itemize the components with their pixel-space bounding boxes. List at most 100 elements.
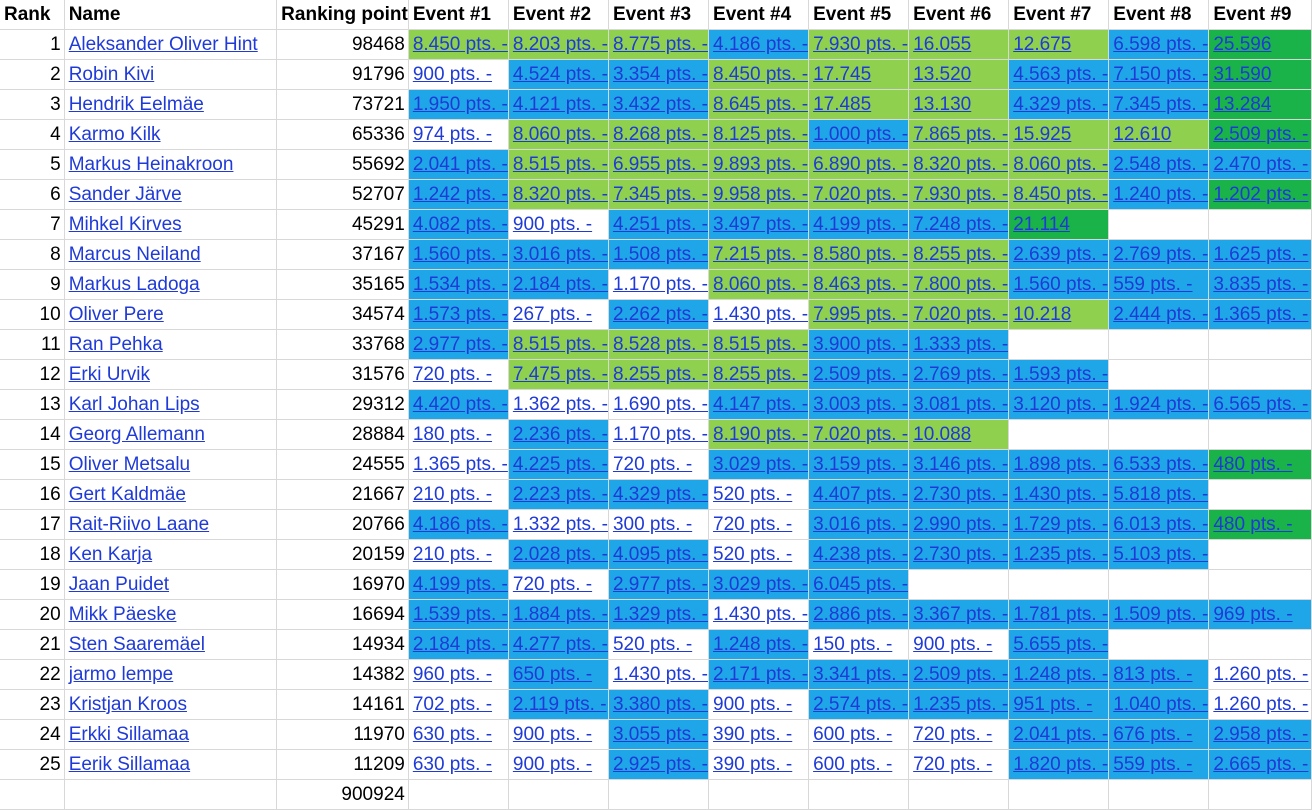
ranking-points-cell[interactable]: 31576	[276, 359, 409, 390]
event-score-link[interactable]: 8.515 pts. -	[512, 334, 608, 355]
event-score-link[interactable]: 12.610	[1113, 124, 1172, 145]
event-3-cell[interactable]: 8.528 pts. -	[608, 329, 710, 360]
event-6-cell[interactable]: 7.865 pts. -	[908, 119, 1010, 150]
event-score-link[interactable]: 2.509 pts. -	[813, 364, 909, 385]
event-1-cell[interactable]: 1.242 pts. -	[408, 179, 509, 210]
rank-cell[interactable]: 22	[0, 659, 65, 690]
ranking-points-cell[interactable]: 55692	[276, 149, 409, 180]
event-score-link[interactable]: 1.235 pts. -	[913, 694, 1009, 715]
total-name-cell[interactable]	[64, 779, 278, 810]
event-1-cell[interactable]: 974 pts. -	[408, 119, 509, 150]
event-score-link[interactable]: 4.147 pts. -	[713, 394, 809, 415]
rank-cell[interactable]: 11	[0, 329, 65, 360]
event-score-link[interactable]: 7.800 pts. -	[913, 274, 1009, 295]
rank-cell[interactable]: 7	[0, 209, 65, 240]
event-1-cell[interactable]: 630 pts. -	[408, 719, 509, 750]
event-8-cell[interactable]	[1108, 569, 1210, 600]
event-score-link[interactable]: 8.528 pts. -	[612, 334, 709, 355]
event-score-link[interactable]: 2.028 pts. -	[512, 544, 608, 565]
event-score-link[interactable]: 7.020 pts. -	[813, 424, 909, 445]
rank-cell[interactable]: 21	[0, 629, 65, 660]
event-score-link[interactable]: 813 pts. -	[1113, 664, 1193, 685]
header-event-1[interactable]: Event #1	[408, 0, 509, 30]
event-1-cell[interactable]: 8.450 pts. -	[408, 29, 509, 60]
rank-cell[interactable]: 23	[0, 689, 65, 720]
event-7-cell[interactable]: 8.450 pts. -	[1008, 179, 1110, 210]
event-score-link[interactable]: 1.625 pts. -	[1213, 244, 1309, 265]
player-name-link[interactable]: Aleksander Oliver Hint	[68, 34, 258, 55]
event-7-cell[interactable]: 1.820 pts. -	[1008, 749, 1110, 780]
event-2-cell[interactable]: 8.203 pts. -	[508, 29, 609, 60]
event-score-link[interactable]: 4.186 pts. -	[713, 34, 809, 55]
event-score-link[interactable]: 6.955 pts. -	[612, 154, 709, 175]
event-6-cell[interactable]: 900 pts. -	[908, 629, 1010, 660]
event-7-cell[interactable]: 21.114	[1008, 209, 1110, 240]
event-9-cell[interactable]	[1208, 629, 1312, 660]
event-score-link[interactable]: 150 pts. -	[813, 634, 893, 655]
event-score-link[interactable]: 3.120 pts. -	[1013, 394, 1109, 415]
empty-cell[interactable]	[808, 779, 910, 810]
event-score-link[interactable]: 600 pts. -	[813, 754, 893, 775]
name-cell[interactable]: Erki Urvik	[64, 359, 278, 390]
event-2-cell[interactable]: 1.332 pts. -	[508, 509, 609, 540]
event-4-cell[interactable]: 390 pts. -	[708, 719, 810, 750]
event-9-cell[interactable]: 480 pts. -	[1208, 449, 1312, 480]
event-score-link[interactable]: 2.958 pts. -	[1213, 724, 1309, 745]
event-score-link[interactable]: 8.450 pts. -	[713, 64, 809, 85]
event-5-cell[interactable]: 3.900 pts. -	[808, 329, 910, 360]
event-score-link[interactable]: 4.251 pts. -	[612, 214, 709, 235]
event-1-cell[interactable]: 720 pts. -	[408, 359, 509, 390]
name-cell[interactable]: Erkki Sillamaa	[64, 719, 278, 750]
event-7-cell[interactable]: 1.235 pts. -	[1008, 539, 1110, 570]
event-2-cell[interactable]: 2.119 pts. -	[508, 689, 609, 720]
event-score-link[interactable]: 2.730 pts. -	[913, 544, 1009, 565]
event-score-link[interactable]: 7.020 pts. -	[913, 304, 1009, 325]
event-6-cell[interactable]: 1.235 pts. -	[908, 689, 1010, 720]
event-score-link[interactable]: 1.235 pts. -	[1013, 544, 1109, 565]
event-score-link[interactable]: 300 pts. -	[612, 514, 693, 535]
event-score-link[interactable]: 900 pts. -	[512, 754, 593, 775]
event-7-cell[interactable]: 5.655 pts. -	[1008, 629, 1110, 660]
player-name-link[interactable]: Ran Pehka	[68, 334, 163, 355]
event-score-link[interactable]: 1.202 pts. -	[1213, 184, 1309, 205]
event-3-cell[interactable]: 1.508 pts. -	[608, 239, 710, 270]
header-event-2[interactable]: Event #2	[508, 0, 609, 30]
event-6-cell[interactable]: 16.055	[908, 29, 1010, 60]
event-score-link[interactable]: 2.236 pts. -	[512, 424, 608, 445]
event-8-cell[interactable]: 559 pts. -	[1108, 269, 1210, 300]
event-5-cell[interactable]: 150 pts. -	[808, 629, 910, 660]
event-score-link[interactable]: 7.475 pts. -	[512, 364, 608, 385]
event-score-link[interactable]: 900 pts. -	[512, 214, 593, 235]
rank-cell[interactable]: 18	[0, 539, 65, 570]
event-score-link[interactable]: 6.598 pts. -	[1113, 34, 1209, 55]
event-7-cell[interactable]: 2.041 pts. -	[1008, 719, 1110, 750]
empty-cell[interactable]	[908, 779, 1010, 810]
event-2-cell[interactable]: 8.320 pts. -	[508, 179, 609, 210]
event-6-cell[interactable]: 2.769 pts. -	[908, 359, 1010, 390]
event-1-cell[interactable]: 960 pts. -	[408, 659, 509, 690]
name-cell[interactable]: Markus Ladoga	[64, 269, 278, 300]
total-rank-cell[interactable]	[0, 779, 65, 810]
event-3-cell[interactable]: 8.775 pts. -	[608, 29, 710, 60]
event-score-link[interactable]: 180 pts. -	[412, 424, 493, 445]
event-4-cell[interactable]: 8.060 pts. -	[708, 269, 810, 300]
event-9-cell[interactable]: 1.260 pts. -	[1208, 689, 1312, 720]
event-score-link[interactable]: 2.548 pts. -	[1113, 154, 1209, 175]
event-8-cell[interactable]: 676 pts. -	[1108, 719, 1210, 750]
event-6-cell[interactable]: 7.800 pts. -	[908, 269, 1010, 300]
event-3-cell[interactable]: 2.262 pts. -	[608, 299, 710, 330]
event-6-cell[interactable]	[908, 569, 1010, 600]
total-points-cell[interactable]: 900924	[276, 779, 409, 810]
event-score-link[interactable]: 520 pts. -	[612, 634, 693, 655]
event-score-link[interactable]: 480 pts. -	[1213, 454, 1293, 475]
event-9-cell[interactable]	[1208, 569, 1312, 600]
event-4-cell[interactable]: 3.497 pts. -	[708, 209, 810, 240]
player-name-link[interactable]: Mikk Päeske	[68, 604, 177, 625]
event-3-cell[interactable]: 8.255 pts. -	[608, 359, 710, 390]
event-6-cell[interactable]: 2.730 pts. -	[908, 539, 1010, 570]
event-2-cell[interactable]: 1.362 pts. -	[508, 389, 609, 420]
event-8-cell[interactable]	[1108, 329, 1210, 360]
event-score-link[interactable]: 3.900 pts. -	[813, 334, 909, 355]
event-4-cell[interactable]: 8.645 pts. -	[708, 89, 810, 120]
event-score-link[interactable]: 1.240 pts. -	[1113, 184, 1209, 205]
